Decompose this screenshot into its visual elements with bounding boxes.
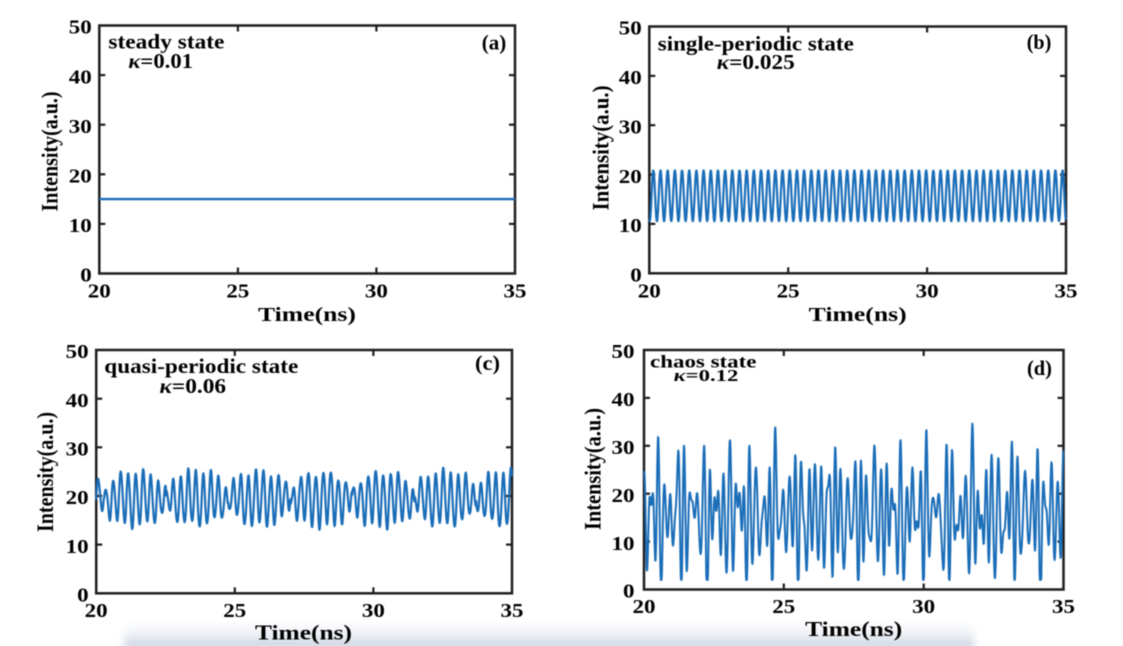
svg-text:20: 20 (66, 487, 89, 509)
svg-text:(a): (a) (482, 31, 507, 55)
svg-text:(c): (c) (475, 351, 500, 375)
svg-text:Time(ns): Time(ns) (255, 620, 352, 644)
svg-text:Time(ns): Time(ns) (258, 304, 356, 326)
svg-text:Intensity(a.u.): Intensity(a.u.) (33, 412, 59, 532)
svg-text:40: 40 (612, 389, 635, 411)
svg-text:35: 35 (1055, 281, 1078, 303)
svg-text:0: 0 (630, 265, 642, 287)
svg-text:10: 10 (66, 536, 89, 558)
svg-text:Time(ns): Time(ns) (805, 617, 902, 641)
svg-text:35: 35 (1052, 596, 1075, 618)
svg-text:20: 20 (633, 596, 656, 618)
svg-text:quasi-periodic state: quasi-periodic state (104, 354, 298, 378)
svg-text:0: 0 (77, 585, 89, 607)
svg-text:20: 20 (69, 166, 92, 188)
svg-text:chaos state: chaos state (650, 351, 757, 371)
svg-text:steady state: steady state (108, 29, 224, 53)
svg-text:30: 30 (912, 596, 935, 618)
svg-text:Intensity(a.u.): Intensity(a.u.) (37, 92, 63, 212)
svg-text:Intensity(a.u.): Intensity(a.u.) (580, 408, 606, 530)
svg-text:40: 40 (69, 66, 92, 88)
svg-text:35: 35 (501, 600, 524, 622)
svg-text:30: 30 (69, 116, 92, 138)
svg-text:30: 30 (66, 439, 89, 461)
svg-text:50: 50 (619, 18, 642, 40)
svg-text:10: 10 (69, 215, 92, 237)
svg-text:Time(ns): Time(ns) (809, 304, 907, 326)
svg-text:25: 25 (226, 281, 249, 303)
svg-text:κ=0.06: κ=0.06 (160, 374, 227, 398)
svg-text:25: 25 (223, 600, 246, 622)
svg-text:20: 20 (612, 485, 635, 507)
svg-text:40: 40 (66, 390, 89, 412)
svg-text:25: 25 (772, 596, 795, 618)
svg-text:50: 50 (69, 17, 92, 39)
svg-text:30: 30 (365, 281, 388, 303)
svg-text:50: 50 (612, 341, 635, 363)
svg-text:10: 10 (612, 533, 635, 555)
svg-text:40: 40 (619, 67, 642, 89)
svg-text:30: 30 (619, 116, 642, 138)
svg-text:30: 30 (916, 281, 939, 303)
svg-text:10: 10 (619, 215, 642, 237)
svg-text:50: 50 (66, 341, 89, 363)
svg-text:20: 20 (638, 281, 661, 303)
svg-text:(b): (b) (1027, 30, 1052, 54)
svg-text:0: 0 (80, 265, 92, 287)
svg-text:0: 0 (623, 581, 635, 603)
svg-text:κ=0.01: κ=0.01 (128, 49, 193, 73)
svg-text:30: 30 (362, 600, 385, 622)
svg-text:single-periodic state: single-periodic state (658, 31, 854, 55)
svg-text:20: 20 (619, 166, 642, 188)
svg-text:κ=0.025: κ=0.025 (717, 50, 795, 74)
svg-text:κ=0.12: κ =0.12 (674, 366, 739, 385)
svg-text:35: 35 (504, 281, 527, 303)
svg-text:20: 20 (88, 281, 111, 303)
svg-text:(d): (d) (1027, 356, 1052, 380)
svg-text:25: 25 (777, 281, 800, 303)
svg-text:Intensity(a.u.): Intensity(a.u.) (588, 86, 614, 211)
svg-text:30: 30 (612, 437, 635, 459)
svg-text:20: 20 (85, 600, 108, 622)
